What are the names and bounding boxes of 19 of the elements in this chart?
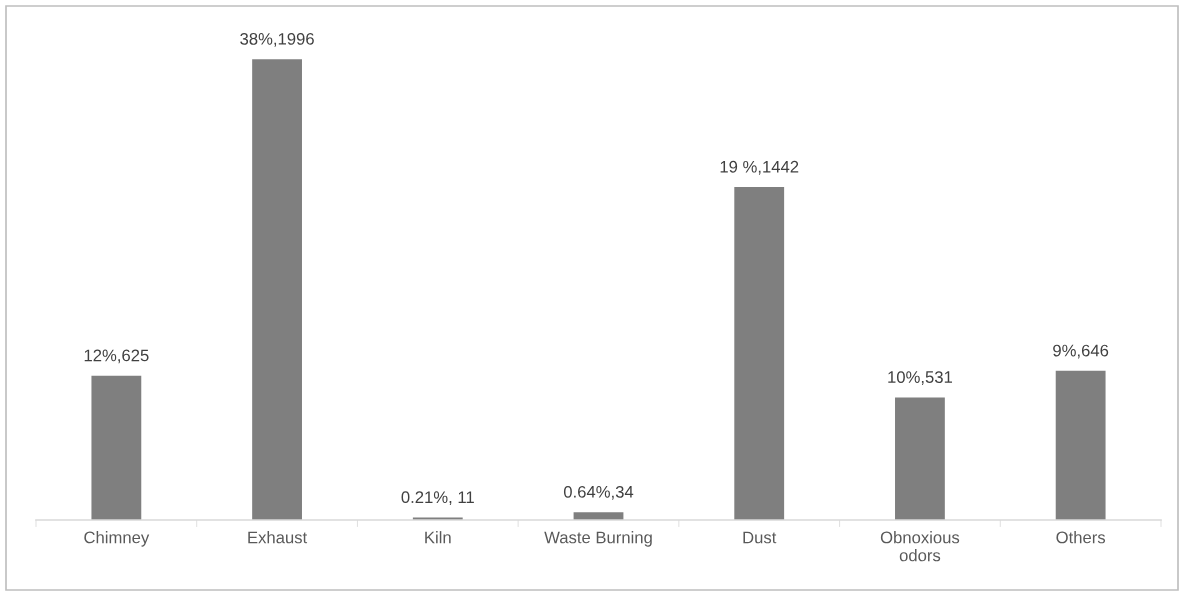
x-tick-label: Chimney	[84, 531, 150, 547]
x-tick-label: Dust	[743, 531, 777, 544]
data-label: 0.21%, 11	[401, 491, 474, 506]
x-tick-label: Others	[1056, 531, 1106, 544]
data-label: 9%,646	[1053, 344, 1109, 359]
data-label: 19 %,1442	[720, 160, 799, 175]
x-tick-label: Obnoxious odors	[880, 531, 960, 562]
data-label: 0.64%,34	[563, 485, 634, 500]
x-tick-label: Kiln	[425, 531, 451, 544]
data-label: 12%,625	[84, 349, 149, 364]
bar	[1055, 370, 1106, 520]
bar	[734, 187, 785, 520]
bar	[895, 397, 945, 520]
data-label: 38%,1996	[240, 32, 314, 47]
x-tick-label: Exhaust	[248, 531, 308, 544]
bar	[252, 59, 302, 520]
bar	[91, 375, 142, 520]
x-tick-label: Waste Burning	[544, 531, 652, 547]
data-label: 10%,531	[888, 371, 953, 385]
